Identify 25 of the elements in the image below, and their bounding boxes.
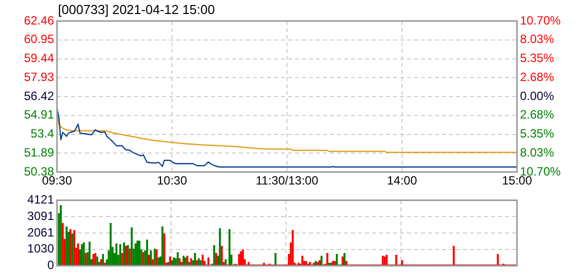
y-tick-label: 4121 bbox=[27, 192, 54, 207]
y-tick-label: 3091 bbox=[27, 208, 54, 223]
y-tick-label: 57.93 bbox=[24, 70, 54, 84]
y-tick-label: 62.46 bbox=[24, 13, 54, 28]
y2-tick-label: 2.68% bbox=[520, 108, 554, 122]
y-tick-label: 2061 bbox=[27, 225, 54, 240]
x-tick-label: 11:30/13:00 bbox=[256, 174, 319, 188]
y-tick-label: 60.95 bbox=[24, 32, 54, 46]
y-tick-label: 1030 bbox=[27, 242, 54, 256]
y2-tick-label: 8.03% bbox=[520, 32, 554, 46]
y-tick-label: 59.44 bbox=[24, 51, 54, 66]
y2-tick-label: 0.00% bbox=[520, 88, 554, 103]
y2-tick-label: 5.35% bbox=[520, 51, 554, 66]
y-tick-label: 53.4 bbox=[30, 126, 54, 141]
y2-tick-label: 8.03% bbox=[520, 145, 554, 160]
chart-title: [000733] 2021-04-12 15:00 bbox=[58, 2, 215, 17]
x-tick-label: 14:00 bbox=[386, 174, 418, 188]
y-tick-label: 56.42 bbox=[24, 88, 54, 103]
y-tick-label: 54.91 bbox=[24, 108, 54, 122]
y-tick-label: 51.89 bbox=[24, 145, 54, 160]
y2-tick-label: 2.68% bbox=[520, 70, 554, 84]
x-tick-label: 10:30 bbox=[156, 174, 188, 188]
y-tick-label: 0 bbox=[47, 258, 54, 272]
y2-tick-label: 10.70% bbox=[520, 13, 562, 28]
y2-tick-label: 5.35% bbox=[520, 126, 554, 141]
